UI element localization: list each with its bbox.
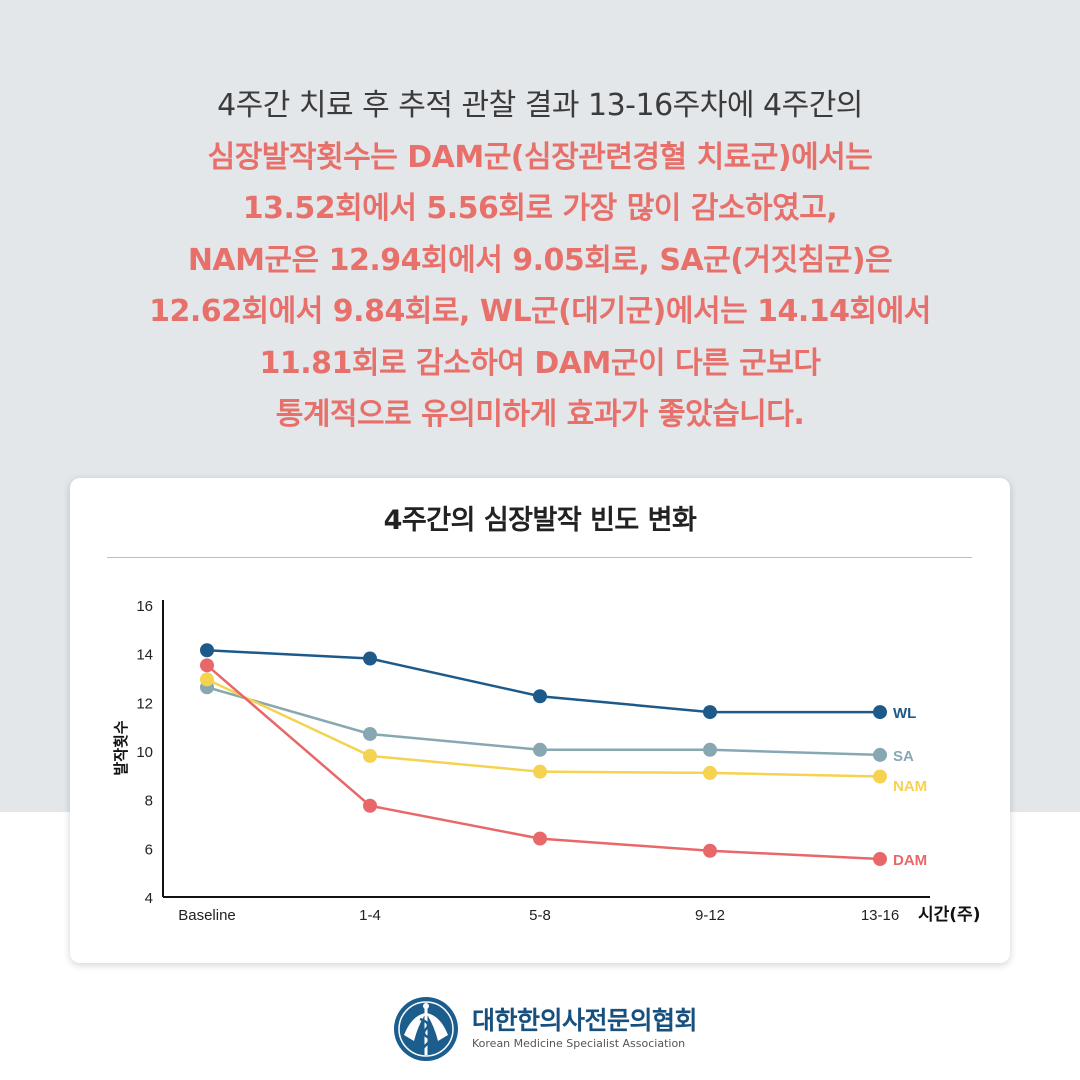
data-point-nam (873, 769, 887, 784)
headline-line: 4주간 치료 후 추적 관찰 결과 13-16주차에 4주간의 (217, 88, 863, 123)
series-line-wl (206, 649, 880, 714)
data-point-sa (703, 742, 717, 757)
y-tick-label: 10 (136, 744, 153, 761)
chart-title: 4주간의 심장발작 빈도 변화 (383, 505, 697, 536)
data-point-dam (873, 852, 887, 867)
data-point-dam (533, 831, 547, 846)
series-label-dam: DAM (893, 852, 927, 869)
y-tick-label: 8 (145, 793, 153, 810)
data-point-wl (873, 705, 887, 720)
x-tick-label: Baseline (178, 907, 236, 924)
caduceus-emblem-icon (394, 997, 458, 1061)
data-point-wl (200, 643, 214, 658)
series-label-wl: WL (893, 705, 916, 722)
x-tick-label: 1-4 (359, 907, 381, 924)
data-point-wl (363, 651, 377, 666)
x-axis-title: 시간(주) (918, 905, 980, 925)
x-tick-label: 13-16 (861, 907, 899, 924)
y-tick-label: 16 (136, 598, 153, 615)
data-point-nam (200, 672, 214, 687)
y-tick-label: 14 (136, 647, 153, 664)
data-point-wl (533, 689, 547, 704)
headline-line: 통계적으로 유의미하게 효과가 좋았습니다. (275, 397, 805, 432)
association-logo: 대한한의사전문의협회 Korean Medicine Specialist As… (392, 995, 712, 1063)
data-point-dam (703, 843, 717, 858)
association-subtitle: Korean Medicine Specialist Association (472, 1037, 686, 1050)
y-tick-label: 12 (136, 695, 153, 712)
series-label-nam: NAM (893, 778, 927, 795)
data-point-dam (200, 658, 214, 673)
headline-line: 12.62회에서 9.84회로, WL군(대기군)에서는 14.14회에서 (149, 294, 931, 329)
x-tick-label: 9-12 (695, 907, 725, 924)
data-point-nam (533, 764, 547, 779)
headline-line: NAM군은 12.94회에서 9.05회로, SA군(거짓침군)은 (187, 242, 893, 278)
data-point-sa (363, 726, 377, 741)
association-name: 대한한의사전문의협회 (472, 1006, 698, 1035)
data-point-sa (533, 742, 547, 757)
y-axis-title: 발작횟수 (112, 720, 130, 775)
headline-text: 4주간 치료 후 추적 관찰 결과 13-16주차에 4주간의 심장발작횟수는 … (40, 80, 1040, 441)
series-label-sa: SA (893, 748, 914, 765)
data-point-nam (363, 748, 377, 763)
headline-line: 11.81회로 감소하여 DAM군이 다른 군보다 (259, 345, 821, 381)
data-point-nam (703, 765, 717, 780)
y-tick-label: 6 (145, 841, 153, 858)
headline-line: 심장발작횟수는 DAM군(심장관련경혈 치료군)에서는 (207, 139, 873, 175)
title-divider (107, 557, 972, 558)
data-point-dam (363, 798, 377, 813)
data-point-sa (873, 747, 887, 762)
y-tick-label: 4 (145, 890, 153, 907)
headline-line: 13.52회에서 5.56회로 가장 많이 감소하였고, (242, 191, 838, 226)
chart-card (70, 478, 1010, 963)
x-tick-label: 5-8 (529, 907, 551, 924)
data-point-wl (703, 705, 717, 720)
